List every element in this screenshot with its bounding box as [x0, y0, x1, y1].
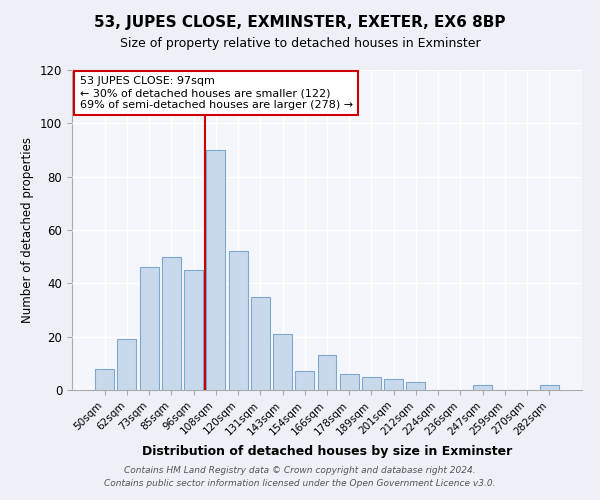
Bar	[406, 382, 425, 390]
Text: 53, JUPES CLOSE, EXMINSTER, EXETER, EX6 8BP: 53, JUPES CLOSE, EXMINSTER, EXETER, EX6 …	[94, 15, 506, 30]
Bar	[229, 252, 248, 390]
Bar	[362, 376, 381, 390]
Bar	[295, 372, 314, 390]
Text: 53 JUPES CLOSE: 97sqm
← 30% of detached houses are smaller (122)
69% of semi-det: 53 JUPES CLOSE: 97sqm ← 30% of detached …	[80, 76, 353, 110]
Bar	[317, 356, 337, 390]
Bar	[95, 368, 114, 390]
Y-axis label: Number of detached properties: Number of detached properties	[22, 137, 34, 323]
Bar	[162, 256, 181, 390]
Bar	[273, 334, 292, 390]
Bar	[206, 150, 225, 390]
X-axis label: Distribution of detached houses by size in Exminster: Distribution of detached houses by size …	[142, 445, 512, 458]
Bar	[184, 270, 203, 390]
Bar	[140, 268, 158, 390]
Bar	[540, 384, 559, 390]
Bar	[384, 380, 403, 390]
Text: Size of property relative to detached houses in Exminster: Size of property relative to detached ho…	[119, 38, 481, 51]
Bar	[473, 384, 492, 390]
Bar	[118, 340, 136, 390]
Bar	[340, 374, 359, 390]
Bar	[251, 296, 270, 390]
Text: Contains HM Land Registry data © Crown copyright and database right 2024.
Contai: Contains HM Land Registry data © Crown c…	[104, 466, 496, 487]
